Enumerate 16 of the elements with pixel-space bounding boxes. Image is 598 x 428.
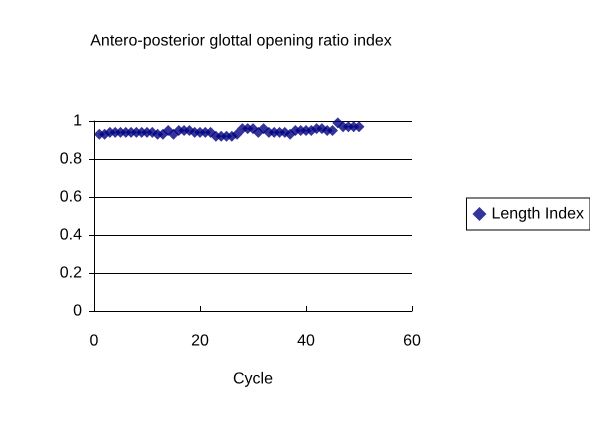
point xyxy=(354,121,364,132)
point xyxy=(232,128,243,140)
point xyxy=(327,125,338,136)
chart-title: Antero-posterior glottal opening ratio index xyxy=(90,32,392,50)
y-tick-label: 0.8 xyxy=(60,150,82,168)
y-tick-label: 0.2 xyxy=(60,264,82,282)
x-tick-label: 0 xyxy=(90,332,99,350)
x-tick-label: 40 xyxy=(297,332,315,350)
y-tick-label: 0.6 xyxy=(60,188,82,206)
y-tick-label: 1 xyxy=(73,112,82,130)
x-axis-title: Cycle xyxy=(232,370,274,388)
y-tick-label: 0 xyxy=(73,302,82,320)
x-tick-label: 20 xyxy=(191,332,209,350)
x-tick-label: 60 xyxy=(403,332,421,350)
y-tick-label: 0.4 xyxy=(60,226,82,244)
legend-label: Length Index xyxy=(491,206,584,222)
